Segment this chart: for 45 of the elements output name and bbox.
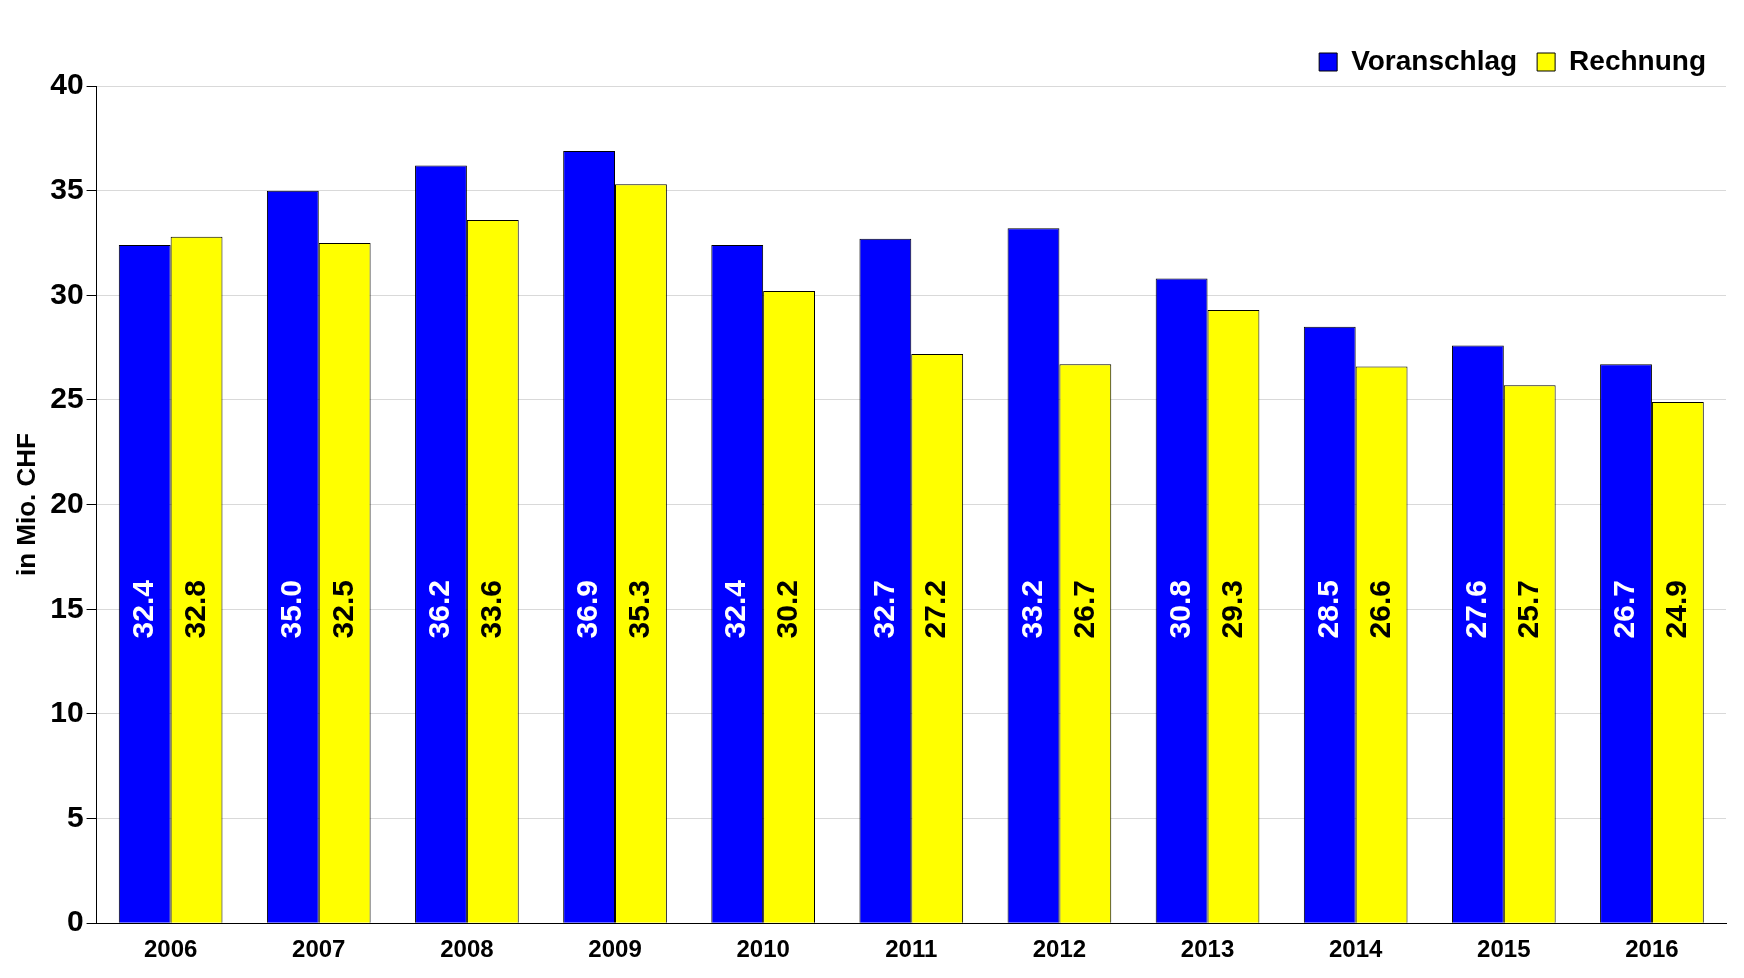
data-label: 32.7 (866, 580, 900, 639)
legend-label: Voranschlag (1351, 44, 1518, 76)
x-tick-label: 2006 (143, 935, 198, 963)
data-label: 33.6 (474, 580, 508, 639)
x-tick-label: 2010 (736, 935, 790, 963)
y-tick-label: 15 (50, 590, 84, 624)
data-label: 24.9 (1659, 580, 1693, 639)
data-label: 36.9 (570, 580, 604, 639)
x-tick-label: 2016 (1625, 935, 1679, 963)
data-label: 32.4 (125, 579, 159, 639)
data-label: 36.2 (422, 580, 456, 639)
y-tick-label: 25 (50, 381, 84, 415)
data-label: 28.5 (1311, 580, 1345, 639)
data-label: 30.8 (1162, 580, 1196, 639)
x-tick-label: 2014 (1328, 935, 1384, 963)
y-tick-label: 0 (66, 904, 84, 938)
data-label: 35.3 (622, 580, 656, 639)
data-label: 33.2 (1014, 580, 1048, 639)
data-label: 26.6 (1362, 580, 1396, 639)
y-tick-label: 5 (66, 799, 84, 833)
y-tick-label: 40 (50, 67, 84, 101)
data-label: 27.2 (918, 580, 952, 639)
x-tick-label: 2009 (588, 935, 642, 963)
y-tick-label: 20 (50, 485, 84, 519)
data-label: 32.5 (325, 580, 359, 639)
y-tick-label: 35 (50, 171, 84, 205)
x-tick-label: 2015 (1477, 935, 1531, 963)
data-label: 32.4 (718, 579, 752, 639)
y-tick-label: 10 (50, 695, 84, 729)
data-label: 27.6 (1459, 580, 1493, 639)
data-label: 26.7 (1607, 580, 1641, 639)
y-axis-title: in Mio. CHF (10, 433, 41, 577)
data-label: 32.8 (177, 580, 211, 639)
data-label: 26.7 (1066, 580, 1100, 639)
y-tick-label: 30 (50, 276, 84, 310)
data-label: 30.2 (770, 580, 804, 639)
x-tick-label: 2007 (292, 935, 346, 963)
data-label: 35.0 (274, 580, 308, 639)
x-tick-label: 2012 (1032, 935, 1087, 963)
data-label: 25.7 (1510, 580, 1544, 639)
data-label: 29.3 (1214, 580, 1248, 639)
x-tick-label: 2008 (440, 935, 494, 963)
x-tick-label: 2011 (885, 935, 938, 963)
x-tick-label: 2013 (1180, 935, 1235, 963)
legend-label: Rechnung (1569, 44, 1707, 76)
